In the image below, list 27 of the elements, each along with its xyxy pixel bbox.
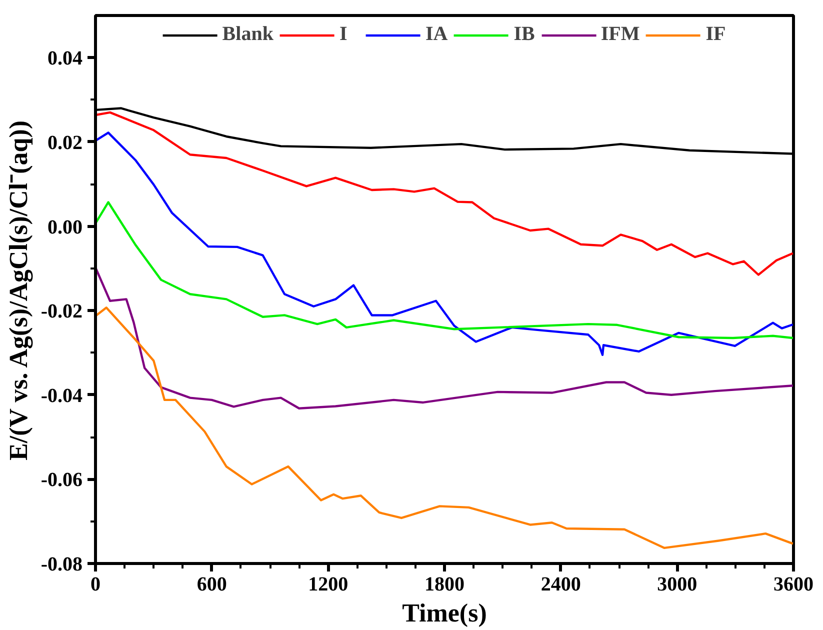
- y-tick-label: 0.04: [48, 48, 82, 70]
- y-tick-label: 0.02: [48, 132, 82, 154]
- y-axis-title: E/(V vs. Ag(s)/AgCl(s)/Cl⁻(aq)): [4, 120, 33, 460]
- legend-label: IB: [514, 23, 535, 46]
- x-tick-label: 3000: [657, 574, 698, 596]
- line-series: [96, 111, 794, 276]
- x-tick-label: 1200: [308, 574, 348, 596]
- x-axis-title: Time(s): [402, 598, 487, 628]
- x-tick-label: 600: [196, 574, 227, 596]
- line-series: [96, 266, 794, 410]
- x-tick-label: 1800: [424, 574, 464, 596]
- y-tick-label: -0.02: [40, 300, 83, 323]
- legend-label: Blank: [222, 23, 274, 46]
- x-tick-label: 2400: [540, 574, 581, 596]
- y-tick-label: -0.08: [40, 554, 83, 576]
- line-series: [96, 306, 794, 550]
- line-series: [96, 132, 794, 356]
- y-tick-label: -0.04: [40, 384, 83, 407]
- legend-label: IF: [706, 23, 726, 46]
- legend-label: I: [339, 23, 348, 46]
- line-series: [96, 201, 794, 340]
- x-tick-label: 0: [90, 574, 100, 596]
- y-tick-label: -0.06: [40, 469, 83, 492]
- x-tick-label: 3600: [774, 574, 814, 596]
- legend-label: IFM: [600, 23, 640, 46]
- legend-label: IA: [425, 23, 448, 46]
- y-tick-label: 0.00: [48, 216, 82, 238]
